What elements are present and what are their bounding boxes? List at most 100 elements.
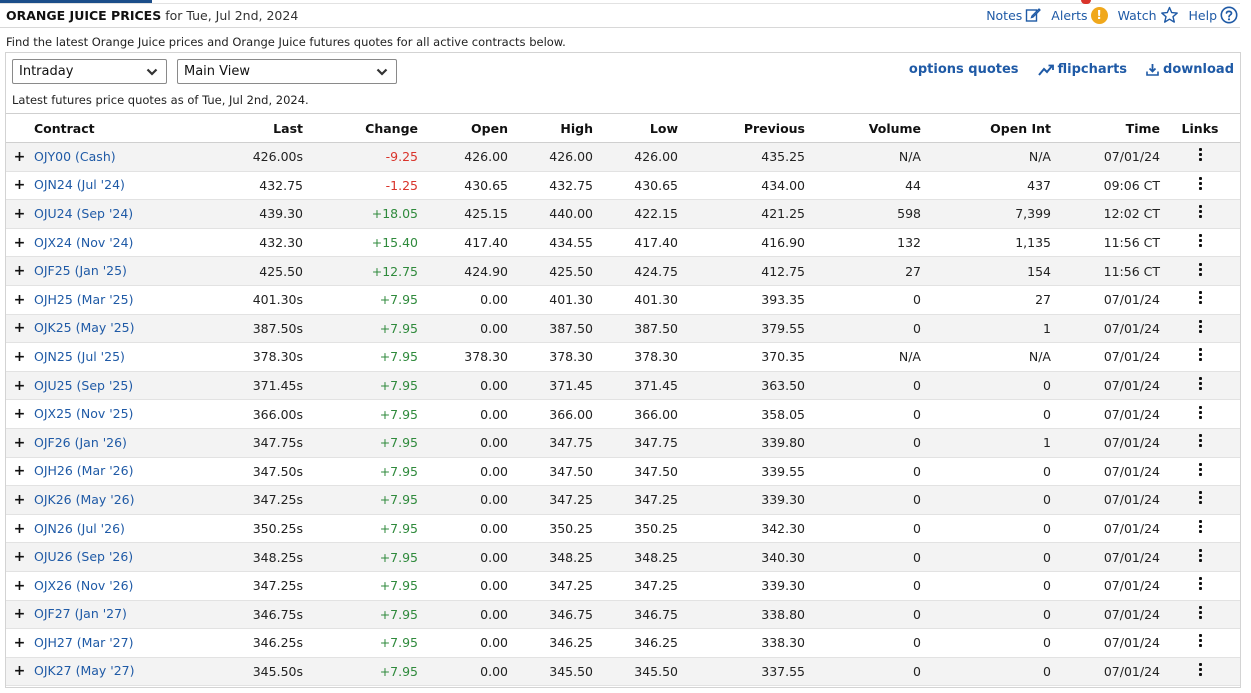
more-options-icon[interactable] (1198, 205, 1202, 219)
download-link[interactable]: download (1146, 62, 1234, 77)
cell-previous: 363.50 (761, 378, 805, 394)
more-options-icon[interactable] (1198, 577, 1202, 591)
expand-plus-icon[interactable]: + (13, 434, 26, 451)
contract-link[interactable]: OJK25 (May '25) (34, 320, 135, 336)
more-options-icon[interactable] (1198, 520, 1202, 534)
expand-plus-icon[interactable]: + (13, 406, 26, 423)
expand-plus-icon[interactable]: + (13, 263, 26, 280)
more-options-icon[interactable] (1198, 434, 1202, 448)
column-header-volume[interactable]: Volume (868, 120, 921, 136)
table-row: + OJU26 (Sep '26) 348.25s +7.95 0.00 348.25 34… (6, 542, 1240, 572)
expand-plus-icon[interactable]: + (13, 463, 26, 480)
more-options-icon[interactable] (1198, 319, 1202, 334)
more-options-icon[interactable] (1198, 262, 1202, 277)
contract-link[interactable]: OJF25 (Jan '25) (34, 263, 127, 279)
contract-link[interactable]: OJX26 (Nov '26) (34, 577, 134, 593)
contract-link[interactable]: OJF27 (Jan '27) (34, 606, 127, 622)
more-options-icon[interactable] (1198, 234, 1202, 248)
expand-plus-icon[interactable]: + (13, 148, 26, 165)
column-header-change[interactable]: Change (365, 120, 418, 136)
contract-cell: + OJH26 (Mar '26) (6, 457, 161, 486)
cell-change: +7.95 (379, 349, 418, 365)
cell-open-int: 0 (1043, 635, 1051, 651)
flipcharts-link[interactable]: flipcharts (1037, 62, 1127, 77)
column-header-open[interactable]: Open (471, 120, 508, 136)
page-title-date: for Tue, Jul 2nd, 2024 (165, 8, 299, 23)
top-divider (0, 3, 1240, 4)
watch-button[interactable]: Watch (1118, 6, 1179, 24)
contract-link[interactable]: OJX24 (Nov '24) (34, 234, 134, 250)
cell-high: 440.00 (549, 206, 593, 222)
expand-plus-icon[interactable]: + (13, 577, 26, 594)
contract-link[interactable]: OJU24 (Sep '24) (34, 205, 134, 221)
expand-plus-icon[interactable]: + (13, 377, 26, 394)
expand-plus-icon[interactable]: + (13, 348, 26, 365)
more-options-icon[interactable] (1198, 377, 1202, 391)
view-select[interactable]: Main View (177, 59, 397, 84)
contract-link[interactable]: OJN26 (Jul '26) (34, 520, 125, 536)
expand-plus-icon[interactable]: + (13, 177, 26, 194)
contract-link[interactable]: OJF26 (Jan '26) (34, 434, 127, 450)
more-options-icon[interactable] (1198, 548, 1202, 563)
help-button[interactable]: Help (1189, 6, 1239, 24)
expand-plus-icon[interactable]: + (13, 234, 26, 251)
contract-link[interactable]: OJU26 (Sep '26) (34, 549, 134, 565)
expand-plus-icon[interactable]: + (13, 291, 26, 308)
table-row: + OJH27 (Mar '27) 346.25s +7.95 0.00 346.25 34… (6, 629, 1240, 658)
contract-link[interactable]: OJK26 (May '26) (34, 491, 135, 507)
cell-last: 401.30s (252, 292, 303, 308)
cell-open: 0.00 (480, 578, 508, 594)
column-header-links: Links (1181, 120, 1219, 136)
cell-low: 387.50 (634, 320, 678, 336)
alerts-button[interactable]: Alerts ! (1051, 6, 1108, 24)
cell-open: 430.65 (464, 177, 508, 193)
more-options-icon[interactable] (1198, 634, 1202, 648)
options-quotes-link[interactable]: options quotes (909, 62, 1019, 77)
period-select[interactable]: Intraday (12, 59, 167, 84)
cell-last: 347.25s (252, 492, 303, 508)
column-header-low[interactable]: Low (649, 120, 678, 136)
more-options-icon[interactable] (1198, 348, 1202, 362)
expand-plus-icon[interactable]: + (13, 549, 26, 566)
column-header-contract[interactable]: Contract (34, 120, 95, 136)
contract-link[interactable]: OJN25 (Jul '25) (34, 348, 125, 364)
contract-link[interactable]: OJH25 (Mar '25) (34, 291, 134, 307)
more-options-icon[interactable] (1198, 662, 1202, 677)
cell-high: 346.25 (549, 635, 593, 651)
column-header-time[interactable]: Time (1125, 120, 1160, 136)
contract-link[interactable]: OJN24 (Jul '24) (34, 177, 125, 193)
more-options-icon[interactable] (1198, 605, 1202, 620)
expand-plus-icon[interactable]: + (13, 205, 26, 222)
expand-plus-icon[interactable]: + (13, 520, 26, 537)
contract-link[interactable]: OJK27 (May '27) (34, 663, 135, 679)
cell-low: 346.75 (634, 606, 678, 622)
column-header-high[interactable]: High (560, 120, 593, 136)
contract-link[interactable]: OJX25 (Nov '25) (34, 406, 134, 422)
notes-button[interactable]: Notes (986, 7, 1042, 23)
column-header-last[interactable]: Last (273, 120, 303, 136)
cell-volume: 0 (913, 578, 921, 594)
expand-plus-icon[interactable]: + (13, 491, 26, 508)
column-header-open-int[interactable]: Open Int (990, 120, 1051, 136)
more-options-icon[interactable] (1198, 405, 1202, 420)
more-options-icon[interactable] (1198, 491, 1202, 505)
more-options-icon[interactable] (1198, 291, 1202, 305)
contract-cell: + OJY00 (Cash) (6, 143, 161, 172)
more-options-icon[interactable] (1198, 462, 1202, 477)
cell-last: 426.00s (252, 149, 303, 165)
expand-plus-icon[interactable]: + (13, 606, 26, 623)
cell-open-int: N/A (1028, 149, 1051, 165)
expand-plus-icon[interactable]: + (13, 320, 26, 337)
more-options-icon[interactable] (1198, 176, 1202, 191)
contract-link[interactable]: OJH26 (Mar '26) (34, 463, 134, 479)
expand-plus-icon[interactable]: + (13, 663, 26, 680)
cell-previous: 421.25 (761, 206, 805, 222)
contract-link[interactable]: OJU25 (Sep '25) (34, 377, 134, 393)
expand-plus-icon[interactable]: + (13, 634, 26, 651)
contract-link[interactable]: OJY00 (Cash) (34, 148, 116, 164)
more-options-icon[interactable] (1198, 148, 1202, 162)
contract-link[interactable]: OJH27 (Mar '27) (34, 634, 134, 650)
cell-change: +7.95 (379, 578, 418, 594)
column-header-previous[interactable]: Previous (743, 120, 805, 136)
cell-open-int: 0 (1043, 578, 1051, 594)
